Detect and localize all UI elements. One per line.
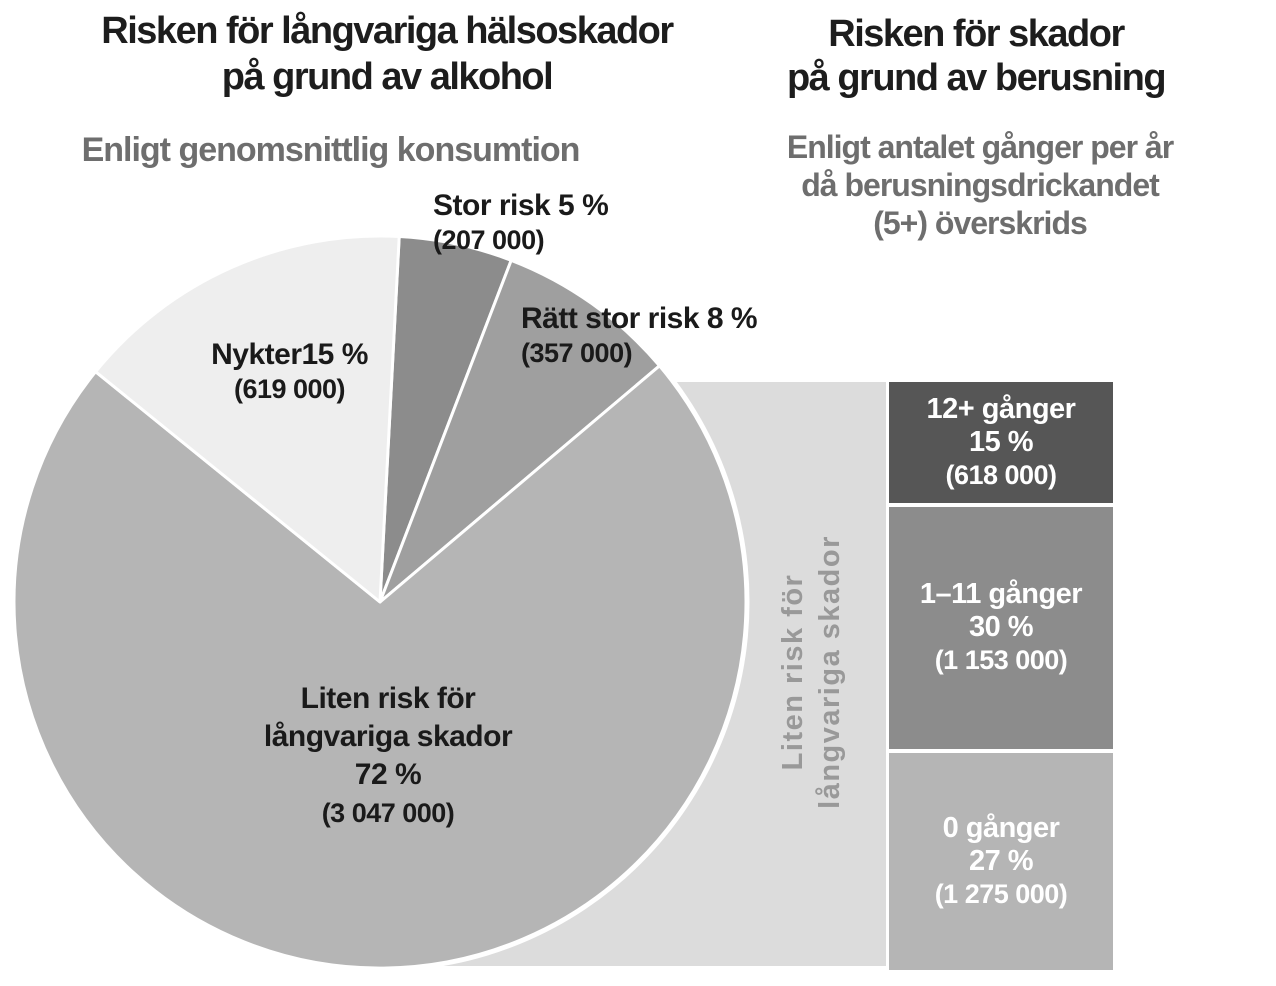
- pie-label-line: Liten risk för: [300, 682, 476, 715]
- pie-label-count: (619 000): [233, 374, 346, 404]
- pie-slice-liten-risk: [12, 364, 748, 970]
- bar-segment-line: 12+ gånger: [926, 392, 1076, 425]
- left-chart-title-line: Risken för långvariga hälsoskador: [101, 10, 674, 52]
- pie-label-line: Stor risk 5 %: [433, 189, 609, 222]
- bar-segment-line: 0 gånger: [942, 811, 1060, 844]
- right-chart-title-line: Risken för skador: [828, 13, 1125, 55]
- left-chart-title: Risken för långvariga hälsoskador på gru…: [30, 8, 744, 100]
- connector-label-line: långvariga skador: [814, 535, 846, 809]
- pie-label-line: Rätt stor risk 8 %: [521, 302, 758, 335]
- right-chart-title-line: på grund av berusning: [786, 57, 1167, 99]
- pie-slice-ratt-stor-risk: [378, 258, 661, 604]
- pie-label-ratt-stor-risk: Rätt stor risk 8 % (357 000): [521, 301, 758, 371]
- pie-label-stor-risk: Stor risk 5 % (207 000): [433, 188, 609, 258]
- stacked-bar: 12+ gånger 15 % (618 000) 1–11 gånger 30…: [889, 382, 1113, 970]
- right-chart-subtitle: Enligt antalet gånger per år då berusnin…: [762, 128, 1198, 242]
- bar-segment-12plus-ganger: 12+ gånger 15 % (618 000): [889, 382, 1113, 503]
- connector-label-line: Liten risk för: [777, 573, 809, 771]
- bar-segment-pct: 27 %: [968, 844, 1034, 877]
- left-chart-subtitle: Enligt genomsnittlig konsumtion: [8, 130, 653, 170]
- bar-segment-count: (1 275 000): [934, 878, 1068, 909]
- bar-segment-count: (618 000): [945, 459, 1057, 490]
- right-chart-title: Risken för skador på grund av berusning: [766, 12, 1186, 100]
- pie-slice-nykter: [94, 234, 401, 604]
- connector-rotated-label: Liten risk för långvariga skador: [774, 522, 850, 822]
- pie-label-count: (207 000): [433, 225, 545, 255]
- pie-label-line: Nykter15 %: [211, 338, 368, 371]
- pie-label-line: långvariga skador: [263, 720, 513, 753]
- bar-segment-pct: 15 %: [968, 425, 1034, 458]
- pie-label-count: (3 047 000): [321, 798, 455, 828]
- bar-segment-pct: 30 %: [968, 611, 1034, 644]
- bar-segment-0-ganger: 0 gånger 27 % (1 275 000): [889, 752, 1113, 970]
- left-chart-subtitle-line: Enligt genomsnittlig konsumtion: [81, 131, 581, 169]
- bar-segment-count: (1 153 000): [934, 645, 1068, 676]
- pie-label-pct: 72 %: [354, 758, 422, 791]
- bar-segment-1-11-ganger: 1–11 gånger 30 % (1 153 000): [889, 506, 1113, 749]
- right-chart-subtitle-line: då berusningsdrickandet: [801, 167, 1160, 203]
- pie-label-nykter: Nykter15 % (619 000): [172, 337, 407, 407]
- right-chart-subtitle-line: Enligt antalet gånger per år: [786, 129, 1174, 165]
- left-chart-title-line: på grund av alkohol: [221, 56, 554, 98]
- bar-segment-line: 1–11 gånger: [919, 578, 1083, 611]
- pie-label-liten-risk: Liten risk för långvariga skador 72 % (3…: [228, 680, 548, 832]
- right-chart-subtitle-line: (5+) överskrids: [873, 205, 1088, 241]
- pie-label-count: (357 000): [521, 338, 633, 368]
